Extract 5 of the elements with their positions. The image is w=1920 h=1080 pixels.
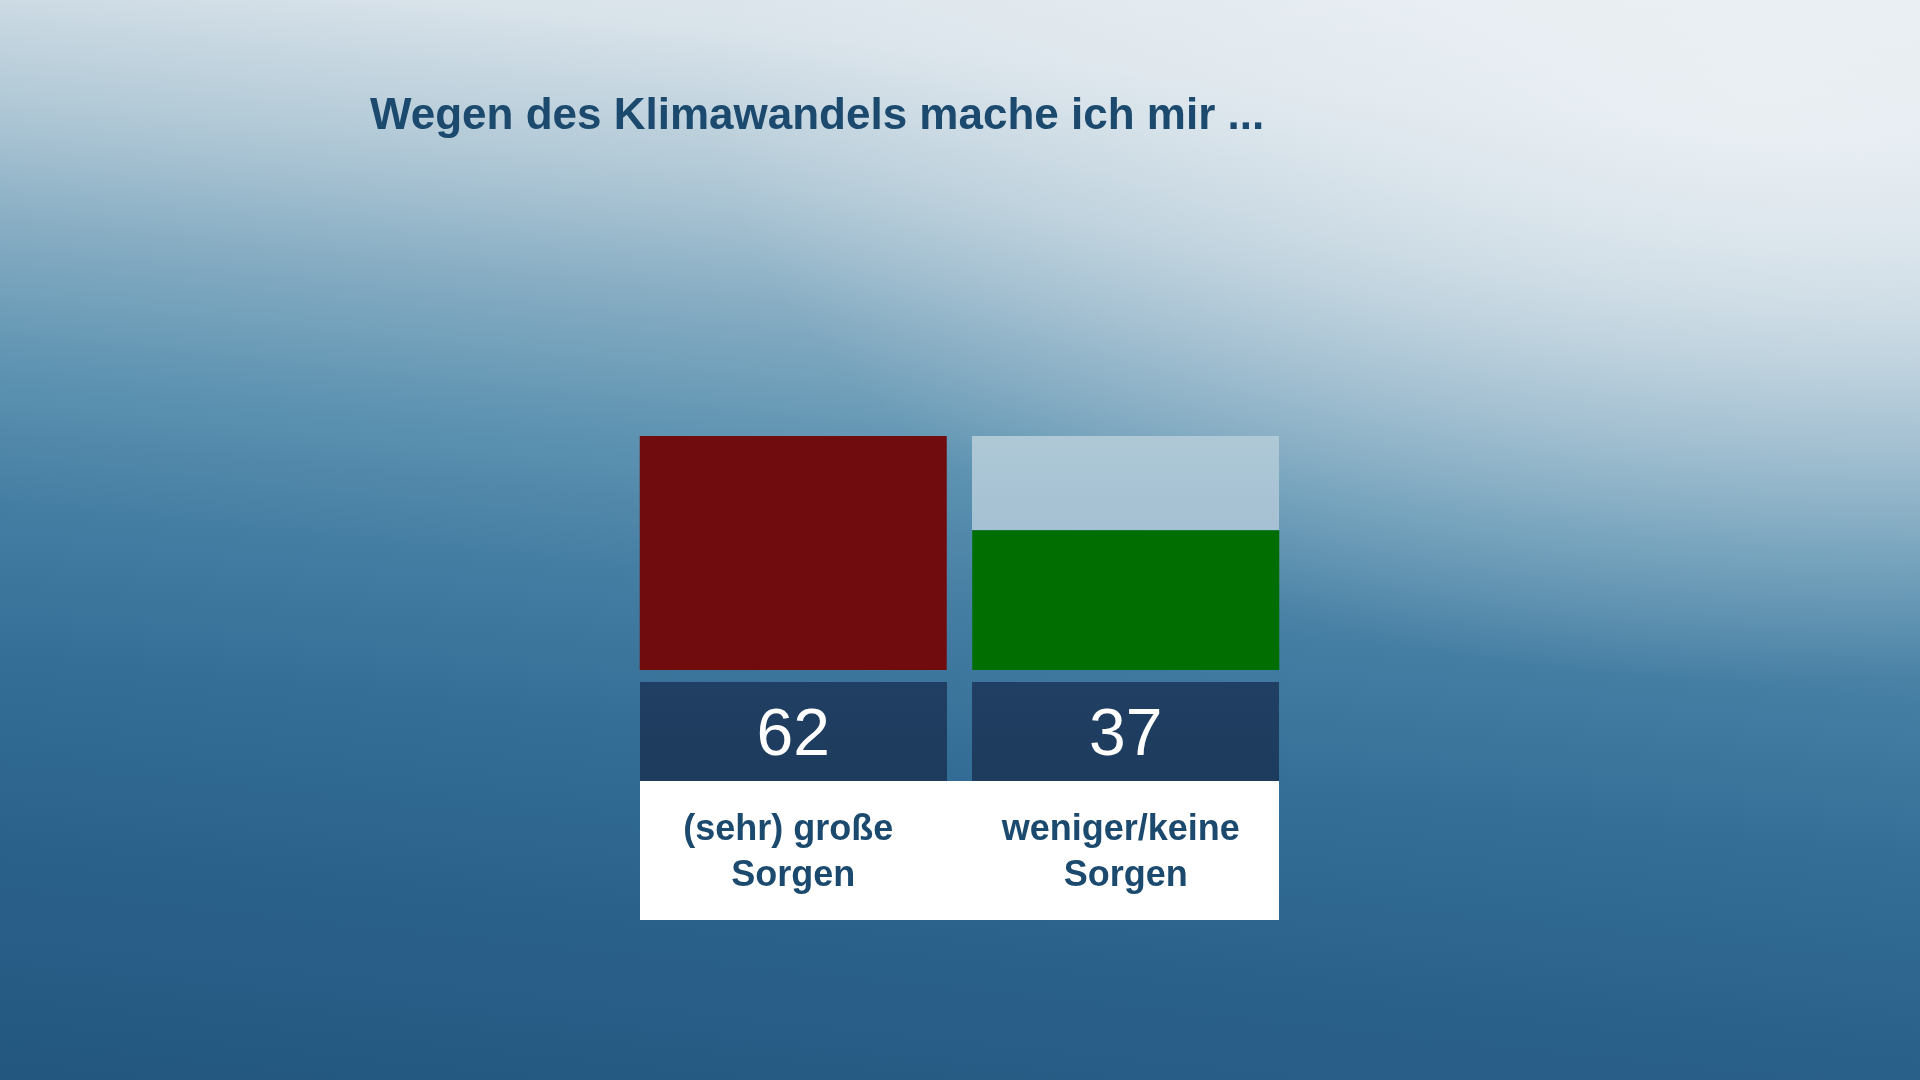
data-label: 62 bbox=[756, 694, 830, 769]
chart-title: Wegen des Klimawandels mache ich mir ... bbox=[370, 88, 1265, 138]
x-tick-label: weniger/keine Sorgen bbox=[1000, 806, 1250, 894]
data-label: 37 bbox=[1089, 694, 1163, 769]
x-tick-label: (sehr) große Sorgen bbox=[683, 806, 904, 894]
